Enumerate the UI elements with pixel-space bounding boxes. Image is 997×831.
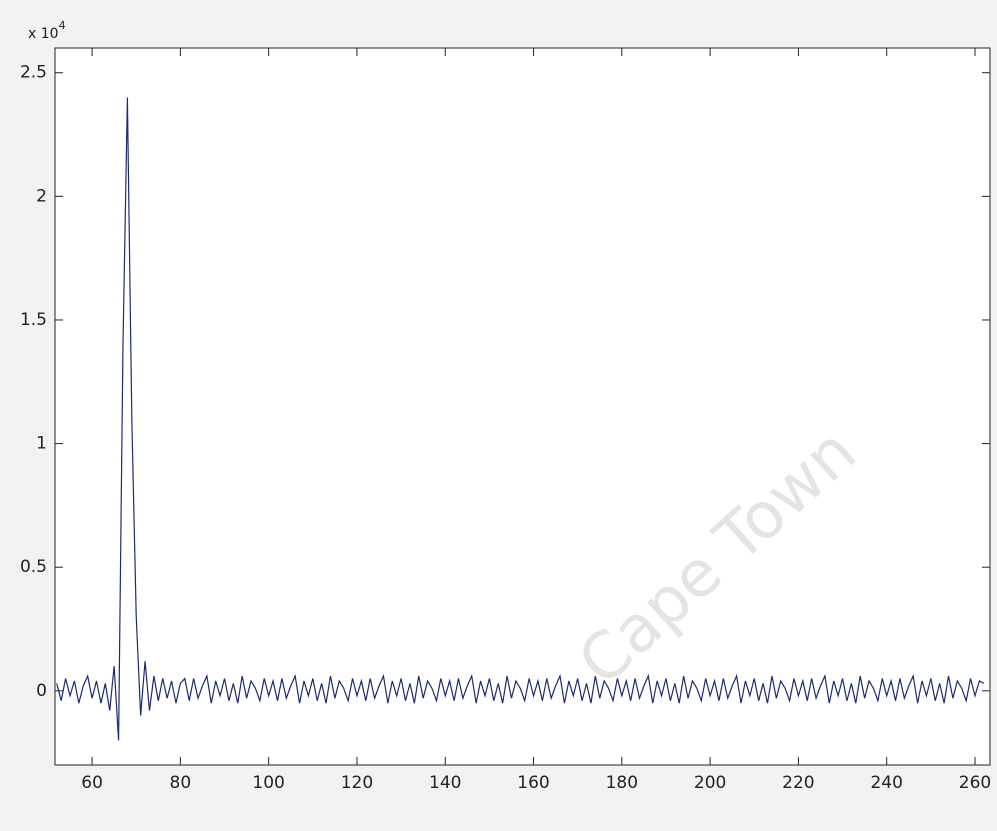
data-line (56, 97, 985, 741)
y-multiplier: x 104 (28, 19, 66, 42)
y-tick-label: 2.5 (20, 63, 47, 83)
x-tick-label: 160 (517, 773, 549, 793)
x-tick-label: 80 (170, 773, 192, 793)
x-tick-label: 200 (694, 773, 726, 793)
plot-area (54, 47, 991, 766)
y-tick-label: 0.5 (20, 557, 47, 577)
x-tick-label: 240 (870, 773, 902, 793)
x-tick-label: 180 (606, 773, 638, 793)
y-tick-label: 0 (36, 681, 47, 701)
y-tick-label: 1 (36, 434, 47, 454)
y-multiplier-exponent: 4 (59, 19, 66, 32)
y-tick-label: 2 (36, 186, 47, 206)
y-tick-label: 1.5 (20, 310, 47, 330)
x-tick-label: 60 (81, 773, 103, 793)
x-tick-label: 220 (782, 773, 814, 793)
y-multiplier-base: x 10 (28, 26, 59, 42)
x-tick-label: 140 (429, 773, 461, 793)
x-tick-label: 260 (959, 773, 991, 793)
x-tick-label: 100 (252, 773, 284, 793)
x-tick-label: 120 (341, 773, 373, 793)
